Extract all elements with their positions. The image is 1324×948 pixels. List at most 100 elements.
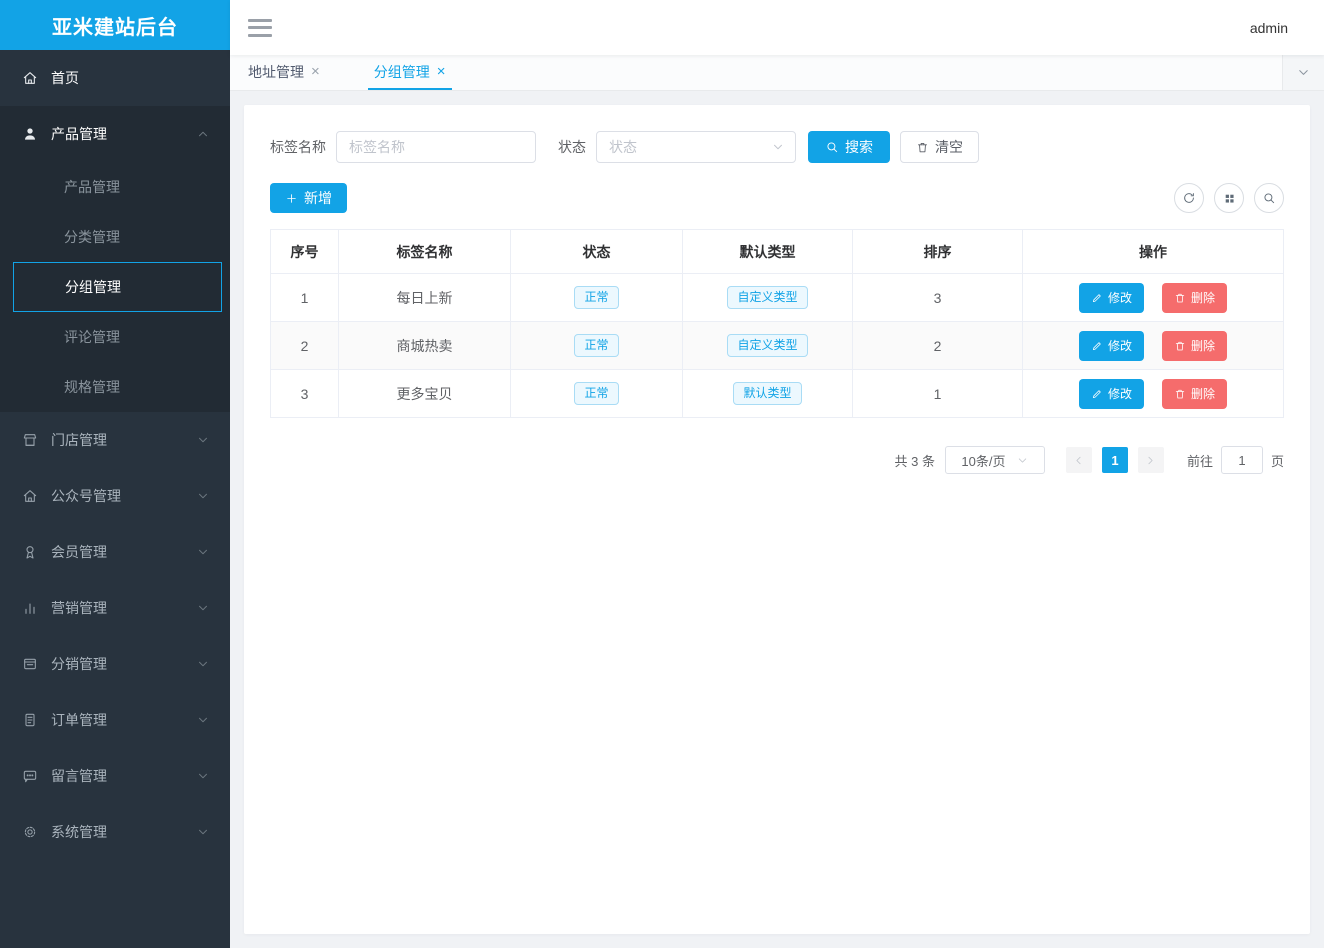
status-select-placeholder: 状态 — [609, 139, 637, 155]
chevron-down-icon — [196, 601, 210, 615]
type-badge: 自定义类型 — [727, 285, 808, 310]
status-badge: 正常 — [574, 333, 619, 358]
chevron-down-icon — [196, 657, 210, 671]
chevron-down-icon — [1296, 65, 1311, 80]
tab-address-management[interactable]: 地址管理 × — [242, 55, 326, 90]
delete-button-label: 删除 — [1190, 387, 1215, 401]
page-size-select[interactable]: 10条/页 — [944, 446, 1045, 474]
page-size-value: 10条/页 — [961, 453, 1006, 469]
tabs: 地址管理 × 分组管理 × — [230, 55, 1282, 90]
bar-chart-icon — [22, 600, 38, 616]
delete-button[interactable]: 删除 — [1161, 330, 1227, 361]
search-button[interactable]: 搜索 — [808, 131, 890, 163]
goto-page-input[interactable] — [1220, 446, 1263, 474]
tag-name-input[interactable] — [336, 131, 536, 163]
edit-button[interactable]: 修改 — [1079, 282, 1145, 313]
column-settings-button[interactable] — [1214, 183, 1244, 213]
page-unit-label: 页 — [1270, 453, 1284, 469]
sidebar-item-label: 首页 — [51, 70, 79, 86]
sidebar-item-home[interactable]: 首页 — [0, 50, 230, 106]
page-number-active[interactable]: 1 — [1101, 447, 1128, 473]
sidebar-item-marketing[interactable]: 营销管理 — [0, 580, 230, 636]
prev-page-button[interactable] — [1065, 447, 1092, 473]
cell-index: 3 — [270, 369, 339, 418]
edit-button[interactable]: 修改 — [1079, 330, 1145, 361]
tab-label: 分组管理 — [373, 63, 430, 80]
sidebar-item-distribution[interactable]: 分销管理 — [0, 636, 230, 692]
table-row: 3 更多宝贝 正常 默认类型 1 修改 删除 — [270, 369, 1284, 418]
cell-sort: 2 — [852, 321, 1023, 370]
clear-button-label: 清空 — [935, 139, 963, 155]
sidebar-item-message[interactable]: 留言管理 — [0, 748, 230, 804]
cell-name: 更多宝贝 — [338, 369, 511, 418]
sidebar-item-system[interactable]: 系统管理 — [0, 804, 230, 860]
card-icon — [22, 656, 38, 672]
table-row: 2 商城热卖 正常 自定义类型 2 修改 删除 — [270, 321, 1284, 370]
status-badge: 正常 — [574, 285, 619, 310]
sidebar-item-member[interactable]: 会员管理 — [0, 524, 230, 580]
pencil-icon — [1091, 292, 1103, 304]
delete-button-label: 删除 — [1190, 339, 1215, 353]
total-count: 共 3 条 — [894, 453, 935, 469]
chevron-up-icon — [196, 127, 210, 141]
sidebar-subitem-product[interactable]: 产品管理 — [64, 179, 120, 195]
sidebar: 亚米建站后台 首页 产品管理 产品管理 分类管理 分组管理 评论管理 规格管理 — [0, 0, 230, 948]
toolbar-row: 新增 — [270, 183, 1284, 213]
store-icon — [22, 432, 38, 448]
status-badge: 正常 — [574, 381, 619, 406]
tab-label: 地址管理 — [248, 63, 304, 80]
pencil-icon — [1091, 340, 1103, 352]
sidebar-subitem-spec[interactable]: 规格管理 — [64, 379, 120, 395]
sidebar-item-label: 营销管理 — [51, 600, 107, 616]
table-tools — [1174, 183, 1284, 213]
col-name: 标签名称 — [338, 229, 511, 274]
sidebar-item-label: 产品管理 — [51, 126, 107, 142]
delete-button[interactable]: 删除 — [1161, 378, 1227, 409]
group-table: 序号 标签名称 状态 默认类型 排序 操作 1 每日上新 正常 自定义类型 3 — [270, 229, 1284, 418]
sidebar-item-store[interactable]: 门店管理 — [0, 412, 230, 468]
sidebar-item-label: 公众号管理 — [51, 488, 121, 504]
hamburger-icon[interactable] — [248, 18, 272, 37]
main-column: admin 地址管理 × 分组管理 × 标签名称 状态 — [230, 0, 1324, 948]
col-type: 默认类型 — [682, 229, 853, 274]
close-icon[interactable]: × — [436, 63, 446, 80]
sidebar-item-product[interactable]: 产品管理 — [0, 106, 230, 162]
document-icon — [22, 712, 38, 728]
cell-index: 1 — [270, 273, 339, 322]
content-area: 标签名称 状态 状态 搜索 — [230, 91, 1324, 948]
table-row: 1 每日上新 正常 自定义类型 3 修改 删除 — [270, 273, 1284, 322]
sidebar-item-order[interactable]: 订单管理 — [0, 692, 230, 748]
sidebar-item-official-account[interactable]: 公众号管理 — [0, 468, 230, 524]
sidebar-menu: 首页 产品管理 产品管理 分类管理 分组管理 评论管理 规格管理 门店管理 — [0, 50, 230, 948]
status-label: 状态 — [558, 139, 586, 155]
chevron-right-icon — [1144, 454, 1157, 467]
refresh-button[interactable] — [1174, 183, 1204, 213]
edit-button-label: 修改 — [1108, 339, 1133, 353]
next-page-button[interactable] — [1137, 447, 1164, 473]
user-menu[interactable]: admin — [1249, 19, 1288, 36]
delete-button[interactable]: 删除 — [1161, 282, 1227, 313]
magnifier-icon — [825, 140, 839, 154]
chevron-down-icon — [196, 545, 210, 559]
sidebar-subitem-group-active[interactable]: 分组管理 — [13, 262, 222, 312]
trash-icon — [1174, 292, 1186, 304]
type-badge: 默认类型 — [733, 381, 802, 406]
sidebar-subitem-comment[interactable]: 评论管理 — [64, 329, 120, 345]
user-icon — [22, 126, 38, 142]
status-select[interactable]: 状态 — [596, 131, 796, 163]
add-button[interactable]: 新增 — [270, 183, 347, 213]
tab-actions-dropdown[interactable] — [1282, 55, 1324, 90]
clear-button[interactable]: 清空 — [900, 131, 979, 163]
tab-group-management[interactable]: 分组管理 × — [367, 55, 452, 90]
close-icon[interactable]: × — [311, 63, 320, 80]
search-toggle-button[interactable] — [1254, 183, 1284, 213]
edit-button[interactable]: 修改 — [1079, 378, 1145, 409]
sidebar-item-label: 会员管理 — [51, 544, 107, 560]
sidebar-item-label: 订单管理 — [51, 712, 107, 728]
pagination: 共 3 条 10条/页 1 前 — [270, 446, 1284, 474]
medal-icon — [22, 544, 38, 560]
app-logo: 亚米建站后台 — [0, 0, 230, 50]
cell-sort: 3 — [852, 273, 1023, 322]
sidebar-subitem-category[interactable]: 分类管理 — [64, 229, 120, 245]
sidebar-item-label: 系统管理 — [51, 824, 107, 840]
